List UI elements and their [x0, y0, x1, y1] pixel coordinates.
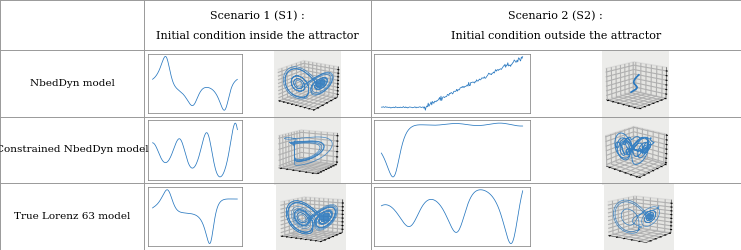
Text: Scenario 2 (S2) :: Scenario 2 (S2) :: [508, 11, 603, 22]
Text: Initial condition inside the attractor: Initial condition inside the attractor: [156, 31, 359, 41]
Text: Scenario 1 (S1) :: Scenario 1 (S1) :: [210, 11, 305, 22]
Text: NbedDyn model: NbedDyn model: [30, 79, 115, 88]
Text: Initial condition outside the attractor: Initial condition outside the attractor: [451, 31, 661, 41]
Text: Constrained NbedDyn model: Constrained NbedDyn model: [0, 146, 148, 154]
Text: True Lorenz 63 model: True Lorenz 63 model: [14, 212, 130, 221]
